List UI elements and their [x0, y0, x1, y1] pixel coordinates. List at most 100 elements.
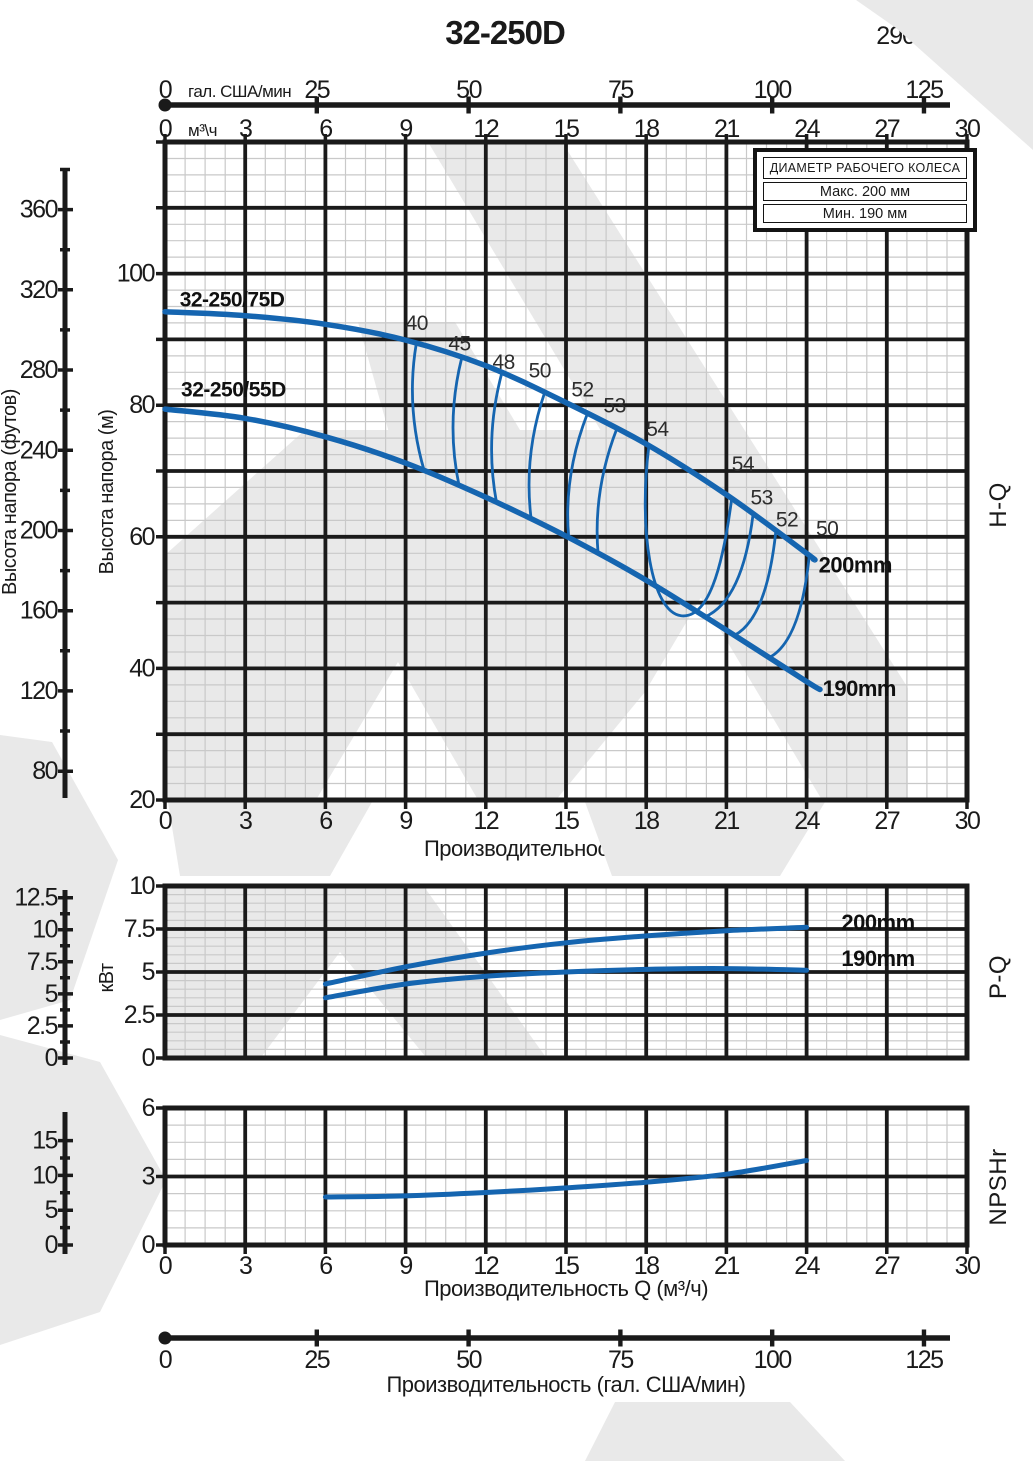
watermark-shape [0, 1035, 166, 1345]
pq-y-tick-label-kw: 10 [129, 872, 154, 900]
gal-axis-top-tick-label: 0 [159, 76, 172, 104]
hq-y-tick-label-m: 60 [129, 523, 154, 551]
gal-axis-bottom-tick [466, 1329, 471, 1347]
gal-axis-top-tick [466, 96, 471, 114]
gal-axis-bottom-tick-label: 75 [608, 1346, 633, 1374]
hq-y-title-m: Высота напора (м) [96, 410, 118, 575]
hq-curve-190mm [162, 406, 823, 693]
efficiency-label-50: 50 [529, 360, 551, 383]
head-feet-axis-tick-label: 240 [20, 436, 58, 464]
efficiency-contour-53 [703, 512, 755, 619]
npshr-x-axis-title: Производительность Q (м³/ч) [424, 1276, 708, 1301]
pq-y-tick-label-kw: 7.5 [124, 915, 155, 943]
gal-axis-top-tick-label: 50 [456, 76, 481, 104]
curve-name-label-200mm: 32-250/75D [180, 289, 285, 312]
m3h-scale-tick-label: 9 [399, 115, 412, 143]
gal-axis-bottom-tick-label: 125 [905, 1346, 943, 1374]
efficiency-label-54: 54 [646, 418, 669, 441]
power-hp-axis-tick-label: 0 [45, 1044, 58, 1072]
head-feet-axis-tick-label: 320 [20, 276, 58, 304]
npshr-x-tick-label: 0 [159, 1252, 172, 1280]
hq-y-title-feet: Высота напора (футов) [0, 389, 21, 595]
npshr-y-tick-label-m: 6 [142, 1094, 155, 1122]
efficiency-label-54: 54 [732, 453, 755, 476]
efficiency-label-45: 45 [448, 333, 470, 356]
impeller-label-hq-190mm: 190mm [823, 676, 896, 701]
gal-axis-top-tick [314, 96, 319, 114]
pq-curve-200mm [322, 924, 810, 987]
watermark-shape [585, 802, 825, 876]
npshr-x-tick-label: 30 [955, 1252, 980, 1280]
hq-y-tick-label-m: 80 [129, 391, 154, 419]
npshr-x-tick-label: 12 [473, 1252, 498, 1280]
hq-x-tick-label: 3 [239, 807, 252, 835]
power-hp-axis-tick-label: 2.5 [27, 1012, 58, 1040]
pq-y-tick-label-kw: 5 [142, 958, 155, 986]
efficiency-label-52: 52 [776, 508, 798, 531]
efficiency-contour-52 [733, 529, 778, 637]
hq-x-tick-label: 0 [159, 807, 172, 835]
gal-axis-bottom-tick-label: 50 [456, 1346, 481, 1374]
npshr-x-tick-label: 21 [714, 1252, 739, 1280]
gal-unit-label: гал. США/мин [188, 82, 291, 101]
axis-ticks [156, 134, 969, 1254]
efficiency-label-40: 40 [406, 312, 428, 335]
impeller-label-pq-200mm: 200mm [841, 910, 914, 935]
efficiency-contour-52 [566, 412, 589, 539]
gal-axis-top-tick [921, 96, 927, 114]
gal-axis-bottom-tick [618, 1329, 623, 1347]
npsh-feet-axis-ticks [58, 1138, 73, 1247]
power-hp-axis-tick-label: 5 [45, 980, 58, 1008]
pq-y-tick-label-kw: 2.5 [124, 1001, 155, 1029]
efficiency-contour-45 [451, 356, 464, 488]
gal-axis-bottom-tick [921, 1329, 927, 1347]
hq-y-tick-label-m: 40 [129, 654, 154, 682]
head-feet-axis-tick-label: 120 [20, 677, 58, 705]
npshr-x-tick-label: 6 [319, 1252, 332, 1280]
npshr-y-tick-label-m: 3 [142, 1163, 155, 1191]
gal-axis-top-tick [618, 96, 623, 114]
npsh-feet-axis-tick-label: 15 [32, 1127, 57, 1155]
hq-x-tick-label: 30 [955, 807, 980, 835]
npshr-x-tick-label: 3 [239, 1252, 252, 1280]
hq-y-tick-label-m: 20 [129, 786, 154, 814]
m3h-scale-tick-label: 6 [319, 115, 332, 143]
head-feet-axis-tick-label: 80 [32, 757, 57, 785]
gal-axis-top-tick-label: 75 [608, 76, 633, 104]
power-hp-axis-ticks [58, 895, 73, 1060]
hq-section-label: H-Q [985, 482, 1012, 528]
efficiency-label-53: 53 [603, 394, 625, 417]
pq-y-tick-label-kw: 0 [142, 1044, 155, 1072]
head-feet-axis-tick-label: 280 [20, 356, 58, 384]
npshr-x-tick-label: 9 [399, 1252, 412, 1280]
gal-axis-bottom-origin-marker [158, 1331, 172, 1345]
m3h-unit-label: м³\ч [188, 121, 217, 140]
hq-curve-200mm [162, 309, 818, 563]
npshr-x-tick-label: 24 [794, 1252, 820, 1280]
hq-x-tick-label: 21 [714, 807, 739, 835]
hq-x-tick-label: 27 [874, 807, 899, 835]
efficiency-label-53: 53 [750, 487, 772, 510]
gal-axis-bottom-tick-label: 0 [159, 1346, 172, 1374]
pq-curve-190mm [322, 966, 810, 1001]
gal-axis-title: Производительность (гал. США/мин) [386, 1372, 745, 1397]
efficiency-contour-50 [527, 391, 546, 521]
hq-x-tick-label: 12 [473, 807, 498, 835]
hq-x-tick-label: 15 [554, 807, 579, 835]
watermark-shape [585, 1402, 845, 1461]
npshr-y-tick-label-m: 0 [142, 1231, 155, 1259]
legend-row-max: Макс. 200 мм [763, 182, 967, 202]
impeller-diameter-legend: ДИАМЕТР РАБОЧЕГО КОЛЕСА Макс. 200 мм Мин… [753, 148, 977, 232]
legend-title: ДИАМЕТР РАБОЧЕГО КОЛЕСА [763, 157, 967, 180]
npsh-feet-axis-tick-label: 10 [32, 1161, 57, 1189]
gal-axis-bottom-tick-label: 25 [304, 1346, 329, 1374]
impeller-label-hq-200mm: 200mm [819, 552, 892, 577]
gal-axis-top-tick-label: 125 [905, 76, 943, 104]
watermark-shape [0, 735, 118, 1020]
efficiency-label-52: 52 [571, 379, 593, 402]
pq-section-label: P-Q [985, 955, 1012, 999]
watermark-shape [165, 430, 722, 800]
pq-y-title-kw: кВт [96, 963, 118, 992]
